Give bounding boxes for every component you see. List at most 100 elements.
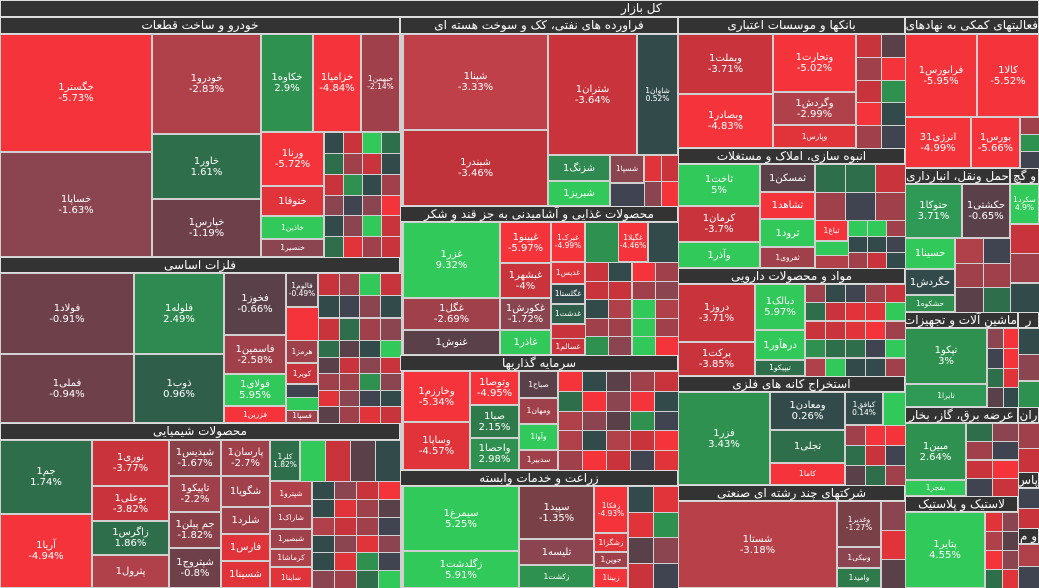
stock-tile-small[interactable]: [359, 406, 381, 424]
stock-tile-small[interactable]: [966, 441, 993, 460]
stock-tile-small[interactable]: [381, 153, 401, 175]
stock-tile[interactable]: دبالک1 5.97%: [755, 284, 805, 330]
stock-tile[interactable]: زفکا1 -4.93%: [594, 486, 628, 533]
stock-tile-small[interactable]: [654, 371, 679, 392]
stock-tile-small[interactable]: [815, 164, 846, 193]
stock-tile-small[interactable]: [966, 460, 993, 479]
stock-tile[interactable]: خودرو1 -2.83%: [152, 34, 261, 134]
stock-tile-small[interactable]: [845, 284, 866, 303]
stock-tile-small[interactable]: [865, 321, 886, 340]
stock-tile-small[interactable]: [845, 465, 866, 486]
stock-tile-small[interactable]: [983, 238, 1012, 264]
sector-header[interactable]: استخراج کانه های فلزی: [678, 376, 905, 392]
sector-header[interactable]: محصولات شیمیایی: [0, 423, 400, 440]
stock-tile-small[interactable]: [343, 195, 363, 217]
stock-tile-small[interactable]: [632, 299, 656, 319]
stock-tile-small[interactable]: [992, 460, 1019, 479]
stock-tile[interactable]: واحصا1 2.98%: [470, 438, 519, 470]
stock-tile-small[interactable]: [628, 563, 654, 588]
stock-tile[interactable]: سدبیر1: [519, 450, 558, 470]
stock-tile[interactable]: خپارس1 -1.19%: [152, 199, 261, 257]
stock-tile[interactable]: صباح1: [519, 371, 558, 398]
stock-tile[interactable]: شپدیس1 -1.67%: [169, 440, 221, 476]
stock-tile-small[interactable]: [1018, 328, 1039, 355]
stock-tile[interactable]: شتران1 -3.64%: [548, 34, 637, 155]
stock-tile[interactable]: فملی1 -0.94%: [0, 354, 134, 423]
stock-tile[interactable]: غدشت1: [551, 304, 585, 324]
stock-tile-small[interactable]: [585, 262, 609, 282]
stock-tile-small[interactable]: [362, 215, 382, 237]
stock-tile-small[interactable]: [362, 236, 382, 258]
stock-tile-small[interactable]: [628, 537, 654, 564]
stock-tile-small[interactable]: [825, 284, 846, 303]
stock-tile-small[interactable]: [992, 441, 1019, 460]
stock-tile-small[interactable]: [1018, 423, 1039, 449]
stock-tile-small[interactable]: [1010, 224, 1039, 254]
stock-tile[interactable]: خزامیا1 -4.84%: [313, 34, 361, 132]
stock-tile-small[interactable]: [324, 195, 344, 217]
stock-tile-small[interactable]: [312, 499, 335, 518]
stock-tile[interactable]: شبصیر1: [270, 529, 312, 549]
stock-tile-small[interactable]: [654, 411, 679, 432]
stock-tile[interactable]: وامید1: [837, 568, 881, 588]
stock-tile-small[interactable]: [845, 164, 876, 193]
stock-tile-small[interactable]: [987, 368, 1004, 389]
stock-tile-small[interactable]: [654, 430, 679, 451]
stock-tile-small[interactable]: [312, 570, 335, 588]
stock-tile-small[interactable]: [606, 450, 631, 471]
stock-tile-small[interactable]: [359, 273, 381, 296]
stock-tile-small[interactable]: [655, 336, 679, 356]
stock-tile-small[interactable]: [1010, 283, 1039, 313]
sector-header[interactable]: سرمایه گذاریها: [400, 355, 678, 371]
stock-tile-small[interactable]: [654, 450, 679, 471]
stock-tile-small[interactable]: [881, 34, 907, 58]
stock-tile[interactable]: وغدیر1 -1.27%: [837, 501, 881, 547]
stock-tile[interactable]: سیمرغ1 5.25%: [403, 486, 519, 551]
stock-tile[interactable]: وتوصا1 -4.95%: [470, 371, 519, 405]
stock-tile-small[interactable]: [608, 299, 632, 319]
stock-tile-small[interactable]: [845, 321, 866, 340]
stock-tile-small[interactable]: [1020, 134, 1039, 152]
stock-tile-small[interactable]: [648, 222, 679, 263]
stock-tile[interactable]: فالوم1 -0.49%: [286, 273, 318, 307]
stock-tile[interactable]: خساپا1 -1.63%: [0, 152, 152, 257]
stock-tile-small[interactable]: [356, 499, 379, 518]
sector-header[interactable]: انبوه سازی، املاک و مستغلات: [678, 148, 905, 164]
sector-header[interactable]: ر: [1018, 312, 1039, 328]
stock-tile-small[interactable]: [881, 530, 906, 560]
stock-tile-small[interactable]: [845, 192, 876, 221]
stock-tile-small[interactable]: [558, 411, 583, 432]
stock-tile[interactable]: غسالم1: [551, 338, 585, 355]
stock-tile[interactable]: دروز1 -3.71%: [678, 284, 755, 342]
sector-header[interactable]: و گچ: [1010, 168, 1039, 184]
stock-tile-small[interactable]: [856, 80, 882, 104]
stock-tile[interactable]: وآذر1: [678, 242, 760, 268]
stock-tile[interactable]: تیپیکو1: [755, 360, 805, 376]
sector-header[interactable]: پاس: [1018, 472, 1039, 488]
stock-tile[interactable]: ثشاهد1: [760, 192, 815, 219]
stock-tile[interactable]: غدیس1: [551, 262, 585, 284]
stock-tile-small[interactable]: [378, 552, 401, 571]
stock-tile-small[interactable]: [1018, 544, 1039, 567]
stock-tile-small[interactable]: [661, 181, 679, 208]
stock-tile[interactable]: ذوب1 0.96%: [134, 354, 224, 423]
stock-tile-small[interactable]: [359, 318, 381, 341]
stock-tile-small[interactable]: [655, 262, 679, 282]
stock-tile-small[interactable]: [608, 262, 632, 282]
stock-tile[interactable]: آریا1 -4.94%: [0, 514, 92, 588]
stock-tile-small[interactable]: [300, 440, 326, 482]
stock-tile[interactable]: فارس1: [221, 534, 270, 561]
stock-tile-small[interactable]: [585, 336, 609, 356]
stock-tile[interactable]: خاور1 1.61%: [152, 134, 261, 199]
stock-tile-small[interactable]: [606, 411, 631, 432]
stock-tile[interactable]: وآوا1: [519, 424, 558, 450]
stock-tile-small[interactable]: [1018, 354, 1039, 381]
stock-tile-small[interactable]: [632, 281, 656, 301]
stock-tile[interactable]: شپترو1: [270, 481, 312, 506]
stock-tile-small[interactable]: [334, 552, 357, 571]
stock-tile-small[interactable]: [628, 486, 654, 513]
stock-tile-small[interactable]: [381, 174, 401, 196]
stock-tile-small[interactable]: [334, 481, 357, 500]
sector-header[interactable]: مواد و محصولات دارویی: [678, 268, 905, 284]
stock-tile-small[interactable]: [885, 302, 906, 321]
